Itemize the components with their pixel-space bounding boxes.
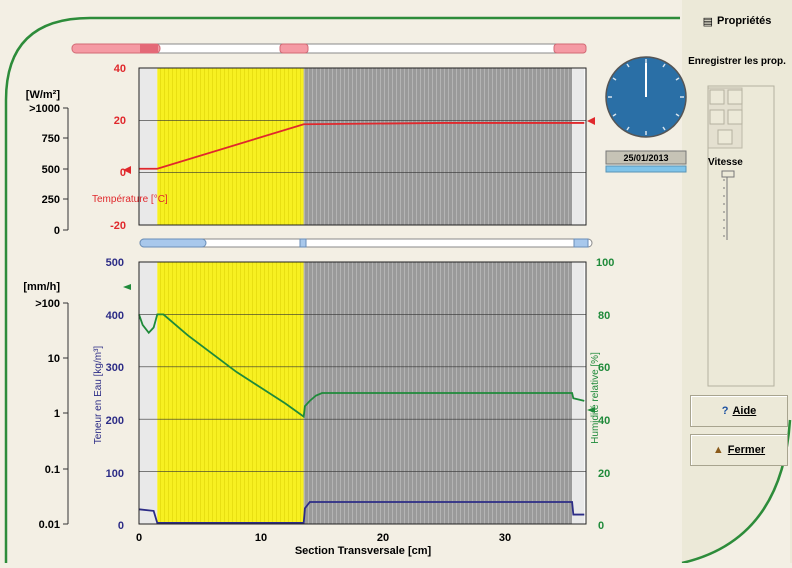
left-humidity-marker xyxy=(123,284,131,290)
water-axis-label: Teneur en Eau [kg/m³] xyxy=(93,346,104,445)
date-box xyxy=(605,150,687,165)
sidebar-panel xyxy=(682,0,792,563)
rain-unit: [mm/h] xyxy=(23,281,60,293)
x-axis-label: Section Transversale [cm] xyxy=(295,545,432,557)
rain-tick: >100 xyxy=(35,298,60,310)
nav-down-button[interactable] xyxy=(717,129,733,145)
save-properties-label: Enregistrer les prop. xyxy=(688,55,786,67)
sidebar-controls: Vitesse xyxy=(707,85,775,387)
water-content-line xyxy=(138,501,585,524)
close-button[interactable]: ▲ Fermer xyxy=(690,434,788,466)
water-tick: 400 xyxy=(106,310,124,322)
x-tick: 20 xyxy=(377,532,389,544)
layer-interior xyxy=(572,68,585,225)
radiation-tick: 750 xyxy=(42,133,60,145)
water-axis: 500 400 300 200 100 0 Teneur en Eau [kg/… xyxy=(93,257,131,532)
humidity-line xyxy=(138,313,585,419)
date-progress xyxy=(605,165,687,173)
layer-insulation xyxy=(157,262,304,524)
temp-tick: 0 xyxy=(120,167,126,179)
water-tick: 200 xyxy=(106,415,124,427)
nav-up-right-button[interactable] xyxy=(727,89,743,105)
layer-exterior xyxy=(139,68,158,225)
radiation-tick: 500 xyxy=(42,164,60,176)
speed-panel xyxy=(707,85,775,387)
humidity-tick: 20 xyxy=(598,468,610,480)
nav-up-left-button[interactable] xyxy=(709,89,725,105)
nav-down-left-button[interactable] xyxy=(709,109,725,125)
water-tick: 300 xyxy=(106,362,124,374)
clock-widget: 25/01/2013 xyxy=(605,56,687,173)
x-tick: 0 xyxy=(136,532,142,544)
nav-down-right-button[interactable] xyxy=(727,109,743,125)
water-tick: 100 xyxy=(106,468,124,480)
speed-thumb[interactable] xyxy=(721,170,735,178)
radiation-tick: 250 xyxy=(42,194,60,206)
x-tick: 10 xyxy=(255,532,267,544)
properties-icon: ▤ xyxy=(702,15,713,28)
help-button[interactable]: ? Aide xyxy=(690,395,788,427)
water-tick: 500 xyxy=(106,257,124,269)
humidity-tick: 0 xyxy=(598,520,604,532)
top-plot-border xyxy=(138,67,587,226)
rain-tick: 0.01 xyxy=(39,519,60,531)
radiation-tick: 0 xyxy=(54,225,60,237)
rain-tick: 1 xyxy=(54,408,60,420)
help-label: Aide xyxy=(732,405,757,417)
frame-border xyxy=(4,16,680,563)
humidity-axis-label: Humidité relative [%] xyxy=(590,352,601,444)
water-tick: 0 xyxy=(118,520,124,532)
radiation-unit: [W/m²] xyxy=(26,89,61,101)
temp-tick: 20 xyxy=(114,115,126,127)
speed-label: Vitesse xyxy=(708,157,743,168)
left-temp-marker xyxy=(123,166,131,174)
temp-tick: -20 xyxy=(110,220,126,232)
middle-scroll-bar[interactable] xyxy=(139,238,593,248)
bottom-plot-border xyxy=(138,261,587,525)
radiation-tick: >1000 xyxy=(29,103,60,115)
layer-interior xyxy=(572,262,585,524)
properties-label: Propriétés xyxy=(716,15,772,27)
right-temp-marker xyxy=(587,117,595,125)
right-humidity-marker xyxy=(587,407,595,413)
rain-tick: 0.1 xyxy=(45,464,60,476)
radiation-scale: [W/m²] >1000 750 500 250 0 xyxy=(26,89,69,237)
rain-scale: [mm/h] >100 10 1 0.1 0.01 xyxy=(23,281,69,531)
top-scroll-bar[interactable] xyxy=(71,43,587,54)
humidity-axis: 100 80 60 40 20 0 Humidité relative [%] xyxy=(587,257,614,532)
humidity-tick: 60 xyxy=(598,362,610,374)
humidity-tick: 40 xyxy=(598,415,610,427)
moisture-plot xyxy=(138,261,587,525)
exit-door-icon: ▲ xyxy=(712,444,724,456)
x-tick: 30 xyxy=(499,532,511,544)
temperature-axis: 40 20 0 -20 Température [°C] xyxy=(92,63,595,232)
rain-tick: 10 xyxy=(48,353,60,365)
close-label: Fermer xyxy=(727,444,766,456)
layer-masonry xyxy=(303,68,573,225)
properties-button[interactable]: ▤ Propriétés xyxy=(684,8,790,34)
help-icon: ? xyxy=(721,405,729,417)
temperature-plot xyxy=(138,67,587,226)
humidity-tick: 80 xyxy=(598,310,610,322)
x-axis: 0 10 20 30 Section Transversale [cm] xyxy=(136,532,511,557)
date-text: 25/01/2013 xyxy=(623,153,668,163)
layer-exterior xyxy=(139,262,158,524)
temperature-label: Température [°C] xyxy=(92,194,168,205)
save-properties-button[interactable]: Enregistrer les prop. xyxy=(684,50,790,72)
humidity-tick: 100 xyxy=(596,257,614,269)
temp-tick: 40 xyxy=(114,63,126,75)
temperature-line xyxy=(139,122,585,170)
